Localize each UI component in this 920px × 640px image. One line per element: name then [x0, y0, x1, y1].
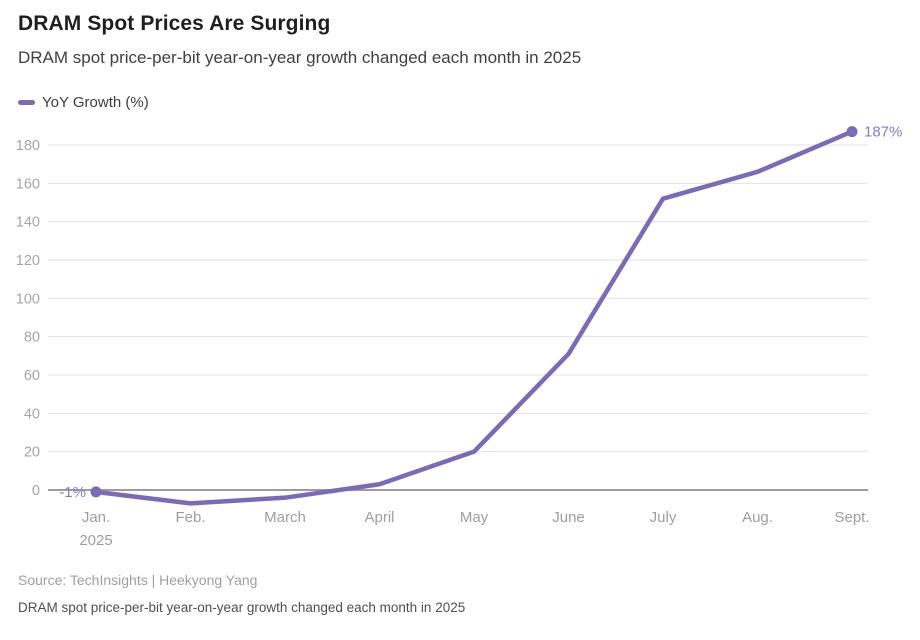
y-axis-tick-label: 40: [24, 406, 40, 422]
x-axis-tick-label: May: [460, 509, 489, 526]
x-axis-tick-label: March: [264, 509, 306, 526]
x-axis-tick-label: June: [552, 509, 585, 526]
source-attribution: Source: TechInsights | Heekyong Yang: [18, 572, 258, 588]
data-point-marker: [846, 126, 858, 138]
y-axis-tick-label: 20: [24, 445, 40, 461]
legend-line-swatch-icon: [18, 100, 35, 105]
last-point-label: 187%: [864, 124, 902, 141]
chart-title: DRAM Spot Prices Are Surging: [18, 12, 331, 35]
y-axis-tick-label: 140: [16, 215, 40, 231]
line-chart: 0 20 40 60 80 100 120 140 160 180 Jan. Feb. March Apr…: [0, 120, 920, 560]
y-axis-tick-label: 80: [24, 330, 40, 346]
x-axis-tick-label: Aug.: [742, 509, 773, 526]
x-axis-tick-label: Sept.: [834, 509, 869, 526]
x-axis-tick-label: July: [650, 509, 677, 526]
legend-label: YoY Growth (%): [42, 94, 149, 111]
x-axis-tick-label: Feb.: [175, 509, 205, 526]
y-axis-tick-label: 100: [16, 291, 40, 307]
data-point-marker: [90, 486, 102, 498]
y-axis-tick-label: 60: [24, 368, 40, 384]
y-axis-tick-label: 160: [16, 176, 40, 192]
x-axis-year-label: 2025: [79, 532, 112, 549]
legend: YoY Growth (%): [18, 94, 149, 111]
x-axis-tick-label: Jan.: [82, 509, 110, 526]
x-axis-tick-label: April: [364, 509, 394, 526]
chart-caption: DRAM spot price-per-bit year-on-year gro…: [18, 600, 466, 615]
y-axis-tick-label: 0: [32, 483, 40, 499]
y-axis-tick-label: 120: [16, 253, 40, 269]
y-axis-tick-label: 180: [16, 138, 40, 154]
line-chart-svg: 0 20 40 60 80 100 120 140 160 180 Jan. Feb. March Apr…: [16, 124, 903, 549]
yoy-growth-line: [93, 129, 855, 506]
first-point-label: -1%: [59, 484, 86, 501]
chart-subtitle: DRAM spot price-per-bit year-on-year gro…: [18, 48, 582, 67]
